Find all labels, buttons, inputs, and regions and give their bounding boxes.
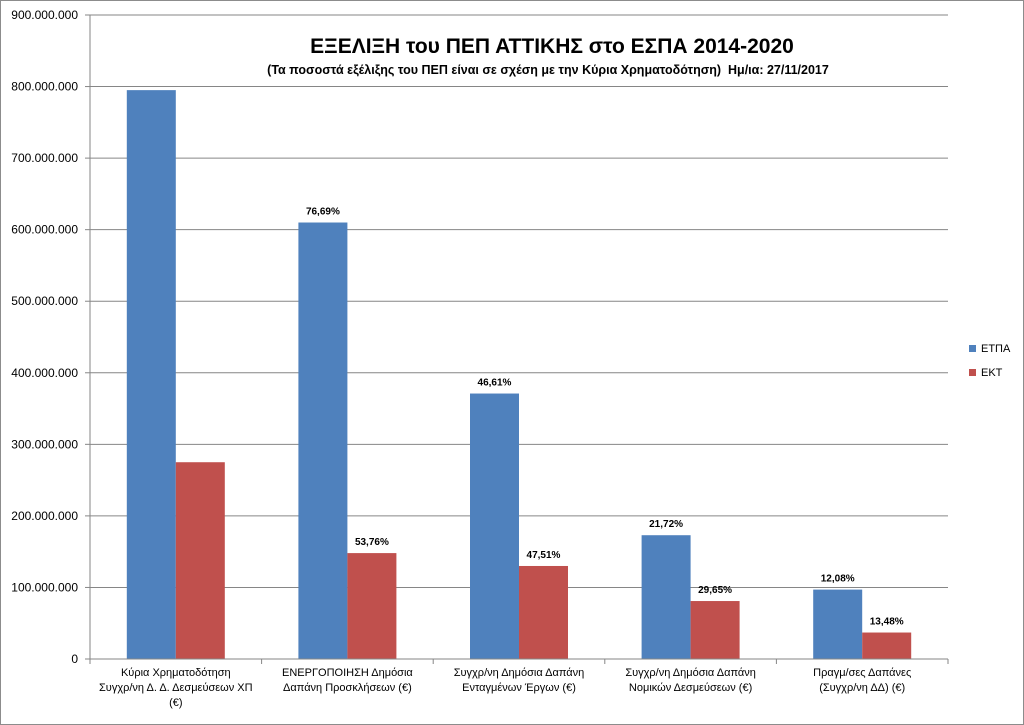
data-label: 13,48% xyxy=(870,617,904,628)
bars xyxy=(126,90,912,660)
axes: 0 100.000.000 200.000.000 300.000.000 400.00… xyxy=(11,8,949,709)
x-tick-label: Κύρια Χρηματοδότηση Συγχρ/νη Δ. Δ. Δεσμεύ… xyxy=(99,667,253,709)
y-tick-label: 100.000.000 xyxy=(11,580,78,594)
data-label: 46,61% xyxy=(478,378,512,389)
y-tick-label: 800.000.000 xyxy=(11,80,78,94)
bar-etpa xyxy=(470,393,519,659)
legend-label: ΕΚΤ xyxy=(981,367,1003,379)
x-tick-label: ΕΝΕΡΓΟΠΟΙΗΣΗ Δημόσια Δαπάνη Προσκλήσεων (… xyxy=(282,667,413,694)
y-tick-label: 400.000.000 xyxy=(11,366,78,380)
y-tick-label: 300.000.000 xyxy=(11,437,78,451)
legend-swatch xyxy=(969,369,976,376)
bar-ekt xyxy=(175,462,225,659)
x-tick-label: Συγχρ/νη Δημόσια Δαπάνη Νομικών Δεσμεύσεω… xyxy=(625,667,756,694)
x-tick-label: Συγχρ/νη Δημόσια Δαπάνη Ενταγμένων Έργων … xyxy=(454,667,585,694)
y-tick-label: 600.000.000 xyxy=(11,223,78,237)
data-label: 47,51% xyxy=(527,550,561,561)
bar-ekt xyxy=(690,601,740,659)
legend: ΕΤΠΑ ΕΚΤ xyxy=(969,343,1011,379)
gridlines xyxy=(90,14,948,588)
data-label: 12,08% xyxy=(821,574,855,585)
chart-title: ΕΞΕΛΙΞΗ του ΠΕΠ ΑΤΤΙΚΗΣ στο ΕΣΠΑ 2014-20… xyxy=(310,35,794,58)
y-tick-label: 200.000.000 xyxy=(11,509,78,523)
y-tick-label: 0 xyxy=(71,652,78,666)
data-label: 21,72% xyxy=(649,519,683,530)
bar-ekt xyxy=(347,553,397,659)
y-tick-label: 500.000.000 xyxy=(11,294,78,308)
data-label: 76,69% xyxy=(306,207,340,218)
chart-subtitle: (Τα ποσοστά εξέλιξης του ΠΕΠ είναι σε σχ… xyxy=(267,63,829,77)
bar-ekt xyxy=(862,632,912,659)
legend-swatch xyxy=(969,345,976,352)
y-tick-label: 700.000.000 xyxy=(11,151,78,165)
data-labels: 76,69% 53,76% 46,61% 47,51% 21,72% 29,65% 12,0… xyxy=(306,207,904,628)
bar-ekt xyxy=(519,565,568,659)
bar-etpa xyxy=(813,589,863,659)
bar-etpa xyxy=(126,90,176,660)
data-label: 53,76% xyxy=(355,537,389,548)
legend-label: ΕΤΠΑ xyxy=(981,343,1011,355)
x-tick-label: Πραγμ/σες Δαπάνες (Συγχρ/νη ΔΔ) (€) xyxy=(813,667,911,694)
data-label: 29,65% xyxy=(698,585,732,596)
bar-etpa xyxy=(641,535,691,659)
y-tick-label: 900.000.000 xyxy=(11,8,78,22)
bar-etpa xyxy=(298,222,348,659)
